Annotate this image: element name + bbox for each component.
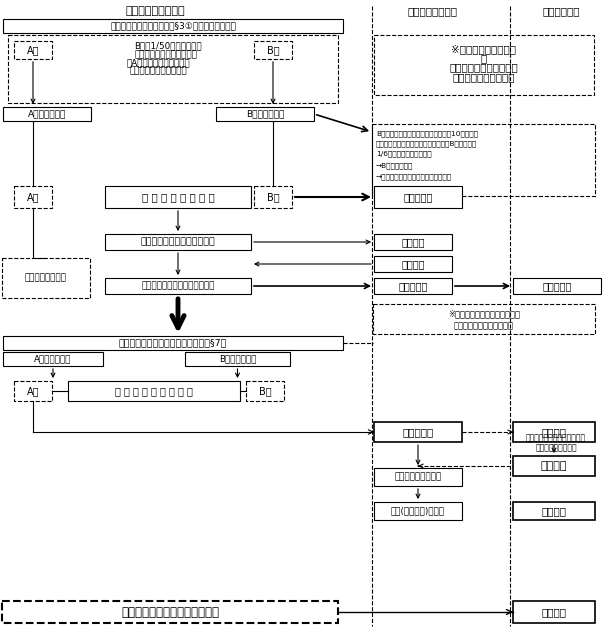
FancyBboxPatch shape [2,258,90,298]
Text: 注）上記の協議と同意は市の: 注）上記の協議と同意は市の [526,433,586,442]
FancyBboxPatch shape [254,186,292,208]
FancyBboxPatch shape [8,35,338,103]
Text: 市町村建設計画の作成又は変更: 市町村建設計画の作成又は変更 [141,282,215,290]
FancyBboxPatch shape [372,124,595,196]
Text: 協　　議: 協 議 [401,237,425,247]
FancyBboxPatch shape [254,41,292,59]
Text: 1/6以上の署名で直接請求: 1/6以上の署名で直接請求 [376,151,432,158]
FancyBboxPatch shape [374,256,452,272]
Text: A市議会＝議決: A市議会＝議決 [28,110,66,118]
FancyBboxPatch shape [14,41,52,59]
Text: ・合併協議会【合併特例法§3①】の設置及び協議: ・合併協議会【合併特例法§3①】の設置及び協議 [110,21,236,30]
FancyBboxPatch shape [2,601,338,623]
Text: 同　　意: 同 意 [541,461,568,471]
FancyBboxPatch shape [3,107,91,121]
Text: 【都道府県知事】: 【都道府県知事】 [407,6,457,16]
FancyBboxPatch shape [513,502,595,520]
Text: B町議会＝否決: B町議会＝否決 [246,110,284,118]
FancyBboxPatch shape [374,35,594,95]
FancyBboxPatch shape [513,456,595,476]
Text: として、限定的に導入: として、限定的に導入 [453,72,515,82]
Text: B町で1/50以上の署名で: B町で1/50以上の署名で [134,42,202,50]
Text: ＝: ＝ [481,53,487,63]
FancyBboxPatch shape [68,381,240,401]
Text: 報告の受理: 報告の受理 [398,281,428,291]
Text: →B町で住民投票: →B町で住民投票 [376,163,413,169]
FancyBboxPatch shape [185,352,290,366]
FancyBboxPatch shape [373,304,595,334]
Text: ※住民投票導入の主旨: ※住民投票導入の主旨 [452,44,517,54]
FancyBboxPatch shape [246,381,284,401]
FancyBboxPatch shape [374,234,452,250]
Text: B町: B町 [266,45,279,55]
Text: B町議会の議決: B町議会の議決 [219,355,256,364]
Text: A市: A市 [27,192,39,202]
Text: 告　　示: 告 示 [541,607,566,617]
Text: ・合併の申請及び処分【地方自治法§7】: ・合併の申請及び処分【地方自治法§7】 [119,338,227,348]
FancyBboxPatch shape [3,352,103,366]
Text: 従来どおり、長と議会: 従来どおり、長と議会 [454,321,514,331]
Text: 回　　答: 回 答 [401,259,425,269]
Text: A市: A市 [27,45,39,55]
FancyBboxPatch shape [14,186,52,208]
Text: 届　　出: 届 出 [541,506,566,516]
FancyBboxPatch shape [14,381,52,401]
FancyBboxPatch shape [513,601,595,623]
Text: 廃置分合の場合のみ: 廃置分合の場合のみ [535,444,577,452]
FancyBboxPatch shape [105,186,251,208]
FancyBboxPatch shape [513,422,595,442]
FancyBboxPatch shape [513,278,601,294]
Text: （A市で発議があった場合: （A市で発議があった場合 [126,59,190,67]
Text: なかった場合両方含む）: なかった場合両方含む） [129,67,187,76]
FancyBboxPatch shape [216,107,314,121]
Text: 市町村建設計画に関する協議: 市町村建設計画に関する協議 [141,238,215,246]
Text: 【総務大臣】: 【総務大臣】 [542,6,580,16]
Text: B町: B町 [259,386,271,396]
Text: 合併に係る協議会: 合併に係る協議会 [25,273,67,282]
FancyBboxPatch shape [374,468,462,486]
FancyBboxPatch shape [374,186,462,208]
Text: 又はこの請求がなされなかった場合のB町住民から: 又はこの請求がなされなかった場合のB町住民から [376,140,477,147]
FancyBboxPatch shape [105,278,251,294]
Text: 報告の受理: 報告の受理 [542,281,572,291]
Text: 住民発議の手続きの一環: 住民発議の手続きの一環 [450,62,518,72]
Text: A市: A市 [27,386,39,396]
Text: 合 併 の 申 請 書 の 作 成: 合 併 の 申 請 書 の 作 成 [115,386,193,396]
Text: A市議会の議決: A市議会の議決 [34,355,72,364]
Text: 協　　議: 協 議 [541,427,566,437]
Text: B町長による投票に付する旨の請求（10日以内）: B町長による投票に付する旨の請求（10日以内） [376,130,478,137]
FancyBboxPatch shape [105,234,251,250]
FancyBboxPatch shape [3,19,343,33]
Text: 合併(廃置分合)の決定: 合併(廃置分合)の決定 [391,507,445,515]
Text: 届出の受理: 届出の受理 [403,192,433,202]
Text: B町: B町 [266,192,279,202]
Text: 都道府県議会の議決: 都道府県議会の議決 [395,472,442,481]
FancyBboxPatch shape [374,278,452,294]
FancyBboxPatch shape [374,502,462,520]
Text: 合 併 協 議 会 の 設 置: 合 併 協 議 会 の 設 置 [141,192,214,202]
Text: 申請書受理: 申請書受理 [402,427,433,437]
Text: ※　合併についての最終判断は: ※ 合併についての最終判断は [448,309,520,319]
Text: →過半数の賛成で、議決に代わる効果: →過半数の賛成で、議決に代わる効果 [376,174,452,180]
FancyBboxPatch shape [3,336,343,350]
Text: 合併（廃置分合）の効力の発生: 合併（廃置分合）の効力の発生 [121,605,219,619]
Text: 【合併関係市町村】: 【合併関係市町村】 [125,6,185,16]
Text: 合併協議会設置の住民発議: 合併協議会設置の住民発議 [135,50,197,59]
FancyBboxPatch shape [374,422,462,442]
